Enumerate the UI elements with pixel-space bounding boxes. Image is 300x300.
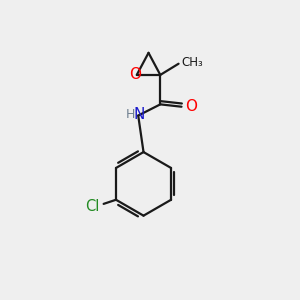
Text: H: H (125, 108, 135, 121)
Text: O: O (185, 99, 197, 114)
Text: N: N (133, 107, 145, 122)
Text: Cl: Cl (85, 199, 99, 214)
Text: O: O (129, 68, 141, 82)
Text: CH₃: CH₃ (181, 56, 203, 69)
